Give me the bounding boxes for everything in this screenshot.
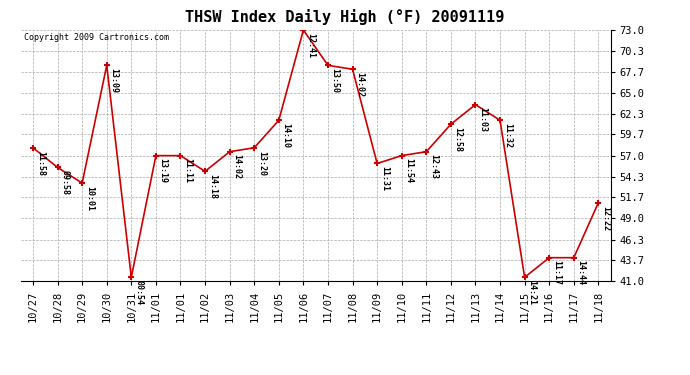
Text: 11:54: 11:54 — [404, 158, 413, 183]
Text: 11:31: 11:31 — [380, 166, 389, 191]
Text: 12:41: 12:41 — [306, 33, 315, 58]
Text: 14:21: 14:21 — [527, 280, 536, 305]
Text: 12:22: 12:22 — [601, 206, 610, 231]
Text: 14:10: 14:10 — [282, 123, 290, 148]
Text: 11:11: 11:11 — [184, 158, 193, 183]
Text: 11:32: 11:32 — [503, 123, 512, 148]
Text: 14:44: 14:44 — [577, 261, 586, 285]
Text: 11:17: 11:17 — [552, 261, 561, 285]
Text: 13:09: 13:09 — [110, 68, 119, 93]
Text: Copyright 2009 Cartronics.com: Copyright 2009 Cartronics.com — [23, 33, 168, 42]
Text: 11:58: 11:58 — [36, 150, 45, 176]
Text: 13:20: 13:20 — [257, 150, 266, 176]
Text: 00:54: 00:54 — [134, 280, 143, 305]
Text: 12:43: 12:43 — [429, 154, 438, 180]
Text: THSW Index Daily High (°F) 20091119: THSW Index Daily High (°F) 20091119 — [186, 9, 504, 26]
Text: 13:50: 13:50 — [331, 68, 339, 93]
Text: 12:58: 12:58 — [453, 127, 463, 152]
Text: 13:19: 13:19 — [159, 158, 168, 183]
Text: 09:58: 09:58 — [60, 170, 70, 195]
Text: 11:03: 11:03 — [478, 107, 487, 132]
Text: 10:01: 10:01 — [85, 186, 94, 211]
Text: 14:02: 14:02 — [233, 154, 241, 180]
Text: 14:02: 14:02 — [355, 72, 364, 97]
Text: 14:18: 14:18 — [208, 174, 217, 199]
